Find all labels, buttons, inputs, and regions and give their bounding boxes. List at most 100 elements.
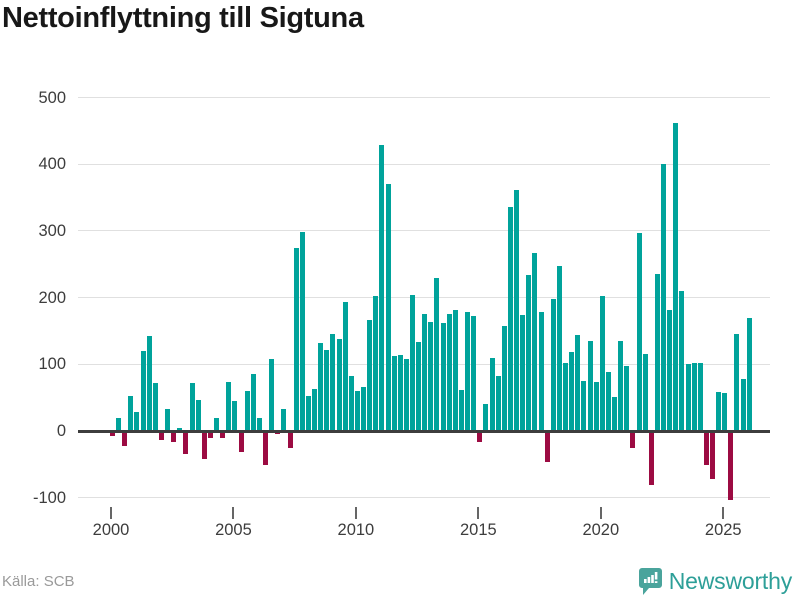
bar-2021-q4[interactable] [642,353,648,431]
bar-2022-q4[interactable] [667,310,673,431]
bar-2020-q1[interactable] [599,295,605,431]
bar-2018-q4[interactable] [569,352,575,431]
bar-2002-q1[interactable] [158,431,164,440]
bar-2002-q3[interactable] [171,431,177,443]
bar-2010-q3[interactable] [367,319,373,431]
bar-2000-q4[interactable] [128,396,134,431]
bar-2005-q2[interactable] [238,431,244,452]
bar-2014-q3[interactable] [465,312,471,431]
bar-2025-q1[interactable] [722,392,728,431]
bar-2010-q1[interactable] [354,390,360,431]
bar-2004-q2[interactable] [214,417,220,431]
bar-2007-q2[interactable] [287,431,293,448]
bar-2019-q2[interactable] [581,380,587,431]
bar-2004-q4[interactable] [226,382,232,431]
newsworthy-brand[interactable]: Newsworthy [638,566,792,596]
bar-2007-q1[interactable] [281,408,287,431]
bar-2009-q1[interactable] [330,334,336,431]
bar-2007-q4[interactable] [299,232,305,431]
bar-2008-q4[interactable] [324,349,330,431]
bar-2013-q3[interactable] [440,322,446,431]
bar-2014-q2[interactable] [458,389,464,431]
bar-2005-q1[interactable] [232,400,238,431]
bar-2006-q1[interactable] [256,417,262,431]
bar-2000-q1[interactable] [110,431,115,437]
bar-2016-q3[interactable] [514,189,520,431]
bar-2000-q3[interactable] [122,431,128,446]
bar-2019-q1[interactable] [575,334,581,431]
bar-2020-q2[interactable] [605,371,611,431]
bar-2015-q3[interactable] [489,358,495,431]
bar-2011-q1[interactable] [379,144,385,431]
bar-2003-q4[interactable] [201,431,207,459]
bar-2021-q3[interactable] [636,232,642,431]
bar-2010-q4[interactable] [373,295,379,431]
bar-2023-q3[interactable] [685,363,691,431]
bar-2017-q4[interactable] [544,431,550,462]
bar-2014-q1[interactable] [452,309,458,431]
bar-2004-q3[interactable] [220,431,226,438]
bar-2021-q1[interactable] [624,365,630,431]
bar-2025-q2[interactable] [728,431,734,500]
bar-2016-q4[interactable] [520,314,526,431]
bar-2008-q2[interactable] [312,388,318,431]
bar-2003-q2[interactable] [189,382,195,431]
bar-2013-q1[interactable] [428,321,434,431]
bar-2018-q2[interactable] [556,265,562,431]
bar-2022-q3[interactable] [661,164,667,431]
bar-2024-q1[interactable] [697,362,703,431]
bar-2009-q3[interactable] [342,302,348,431]
bar-2023-q4[interactable] [691,362,697,431]
bar-2025-q4[interactable] [740,378,746,431]
bar-2017-q3[interactable] [538,312,544,431]
bar-2009-q2[interactable] [336,338,342,431]
bar-2012-q1[interactable] [403,358,409,431]
bar-2017-q2[interactable] [532,252,538,431]
bar-2022-q2[interactable] [654,274,660,431]
bar-2012-q4[interactable] [422,313,428,431]
bar-2024-q2[interactable] [703,431,709,466]
bar-2013-q4[interactable] [446,313,452,431]
bar-2007-q3[interactable] [293,247,299,431]
bar-2011-q4[interactable] [397,354,403,431]
bar-2001-q4[interactable] [152,382,158,431]
bar-2003-q1[interactable] [183,431,189,455]
bar-2003-q3[interactable] [195,400,201,431]
bar-2018-q1[interactable] [550,298,556,431]
bar-2025-q3[interactable] [734,334,740,431]
bar-2001-q3[interactable] [146,336,152,431]
bar-2017-q1[interactable] [526,274,532,431]
bar-2005-q3[interactable] [244,390,250,431]
bar-2006-q4[interactable] [275,431,281,435]
bar-2021-q2[interactable] [630,431,636,448]
bar-2015-q4[interactable] [495,375,501,431]
bar-2016-q2[interactable] [507,206,513,431]
bar-2005-q4[interactable] [250,373,256,431]
bar-2008-q3[interactable] [318,342,324,431]
bar-2019-q4[interactable] [593,381,599,431]
bar-2008-q1[interactable] [305,396,311,431]
bar-2002-q4[interactable] [177,427,183,431]
bar-2016-q1[interactable] [501,325,507,431]
bar-2014-q4[interactable] [471,316,477,431]
bar-2001-q1[interactable] [134,412,140,431]
bar-2020-q3[interactable] [612,396,618,431]
bar-2010-q2[interactable] [361,386,367,431]
bar-2013-q2[interactable] [434,278,440,431]
bar-2006-q3[interactable] [269,358,275,431]
bar-2023-q2[interactable] [679,290,685,431]
bar-2012-q3[interactable] [416,342,422,431]
bar-2023-q1[interactable] [673,122,679,431]
bar-2012-q2[interactable] [410,294,415,431]
bar-2015-q2[interactable] [483,404,489,431]
bar-2026-q1[interactable] [746,317,752,431]
bar-2020-q4[interactable] [618,340,624,431]
bar-2018-q3[interactable] [563,362,569,431]
bar-2015-q1[interactable] [477,431,483,442]
bar-2024-q3[interactable] [710,431,715,480]
bar-2019-q3[interactable] [587,340,593,431]
bar-2006-q2[interactable] [263,431,269,466]
bar-2004-q1[interactable] [207,431,213,438]
bar-2002-q2[interactable] [165,408,171,431]
bar-2011-q3[interactable] [391,356,397,431]
